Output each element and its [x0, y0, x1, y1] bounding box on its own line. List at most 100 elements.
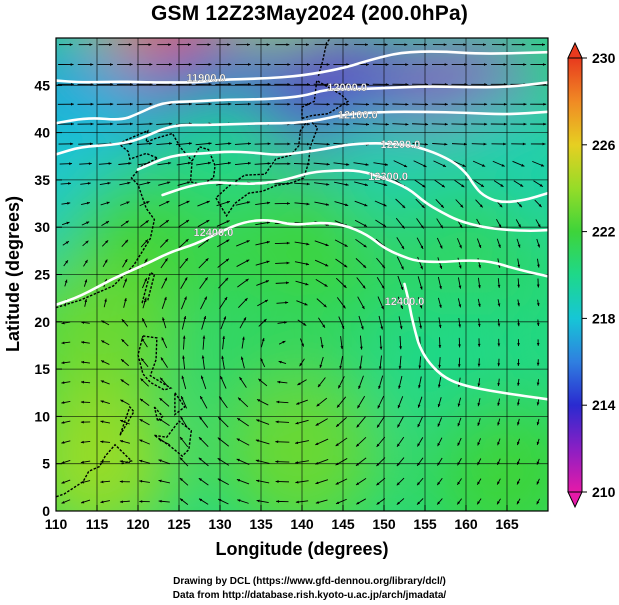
wind-arrow-head	[307, 82, 310, 86]
y-axis-label: Latitude (degrees)	[3, 196, 23, 352]
coastlines	[56, 38, 350, 498]
wind-arrow-head	[203, 315, 207, 320]
wind-arrow-head	[325, 43, 329, 47]
wind-arrow-head	[255, 439, 260, 443]
wind-arrow-head	[517, 461, 520, 465]
wind-arrow-head	[477, 501, 480, 505]
wind-arrow-head	[244, 298, 248, 302]
wind-arrow-head	[287, 102, 291, 106]
wind-arrow-head	[420, 245, 424, 249]
wind-arrow-head	[139, 479, 143, 483]
wind-arrow-head	[100, 440, 104, 444]
height-contour	[403, 282, 548, 401]
wind-arrow-head	[164, 277, 167, 281]
wind-arrow-head	[239, 377, 243, 381]
wind-arrow-head	[129, 63, 133, 66]
coastline	[215, 118, 319, 218]
coastline	[119, 405, 135, 436]
y-tick-label: 10	[34, 408, 50, 424]
wind-arrow-head	[439, 285, 442, 290]
wind-arrow-head	[70, 122, 74, 126]
wind-arrow-head	[121, 319, 125, 323]
wind-arrow-head	[398, 385, 401, 389]
wind-arrow-head	[360, 326, 364, 330]
chart-title: GSM 12Z23May2024 (200.0hPa)	[150, 2, 469, 25]
wind-arrow-head	[437, 481, 441, 486]
wind-arrow-head	[335, 462, 339, 466]
wind-arrow-head	[477, 442, 481, 446]
wind-arrow-head	[275, 420, 279, 424]
wind-arrow-head	[164, 258, 168, 262]
wind-arrow-head	[363, 264, 367, 268]
wind-arrow-head	[425, 122, 429, 126]
wind-arrow-head	[139, 439, 143, 443]
wind-arrow-head	[536, 461, 540, 465]
wind-arrow-head	[441, 184, 445, 188]
wind-arrow-head	[107, 181, 111, 185]
wind-arrow-head	[307, 162, 310, 166]
wind-arrow-head	[536, 501, 540, 505]
wind-arrow-head	[503, 142, 507, 146]
wind-arrow-head	[164, 296, 167, 301]
wind-arrow-head	[295, 421, 299, 425]
wind-arrow-head	[80, 480, 85, 484]
colorbar-top-arrow	[567, 41, 583, 59]
wind-arrow-head	[497, 402, 500, 406]
wind-arrow-head	[336, 501, 340, 504]
wind-arrow-head	[100, 360, 105, 363]
wind-arrow-head	[517, 441, 520, 446]
wind-arrow-head	[61, 401, 65, 404]
wind-arrow-head	[497, 264, 501, 268]
wind-arrow-head	[219, 396, 222, 400]
wind-arrow-head	[346, 102, 350, 106]
wind-arrow-head	[324, 283, 328, 287]
wind-arrow-head	[497, 481, 500, 485]
wind-arrow-head	[61, 361, 65, 365]
wind-arrow-head	[417, 501, 421, 505]
wind-arrow-head	[80, 380, 84, 384]
wind-arrow-head	[243, 317, 246, 321]
wind-arrow-head	[404, 43, 408, 47]
wind-arrow-head	[120, 399, 124, 403]
wind-arrow-head	[218, 417, 222, 421]
wind-arrow-head	[385, 102, 389, 106]
wind-arrow-head	[278, 360, 282, 364]
wind-arrow-head	[287, 162, 291, 166]
wind-arrow-head	[315, 461, 319, 465]
wind-arrow-head	[539, 183, 543, 187]
wind-arrow-head	[208, 63, 212, 66]
wind-arrow-head	[148, 43, 152, 46]
wind-arrow-head	[497, 442, 500, 446]
wind-arrow-head	[417, 482, 420, 486]
wind-arrow-head	[400, 305, 403, 309]
wind-arrow-head	[144, 297, 147, 301]
wind-arrow-head	[89, 142, 93, 146]
y-tick-label: 0	[42, 503, 50, 519]
x-tick-label: 135	[249, 516, 273, 532]
x-tick-label: 155	[413, 516, 437, 532]
wind-arrow-head	[405, 122, 409, 126]
credit-data-source: Data from http://database.rish.kyoto-u.a…	[172, 590, 447, 601]
wind-arrow-head	[100, 380, 104, 383]
wind-arrow-head	[141, 338, 145, 342]
wind-arrow-head	[424, 63, 428, 66]
wind-arrow-head	[70, 102, 74, 106]
wind-arrow-head	[85, 240, 89, 244]
wind-arrow-head	[208, 102, 212, 106]
wind-arrow-head	[376, 482, 380, 486]
wind-arrow-head	[437, 501, 441, 505]
wind-arrow-head	[364, 183, 368, 187]
wind-arrow-head	[181, 396, 184, 400]
wind-arrow-head	[377, 405, 381, 409]
wind-arrow-head	[464, 102, 468, 106]
coastline	[189, 145, 216, 186]
wind-arrow-head	[236, 479, 241, 482]
wind-arrow-head	[110, 82, 114, 86]
contour-label: 12200.0	[381, 139, 421, 151]
coastline	[153, 406, 164, 423]
wind-arrow-head	[385, 63, 389, 66]
wind-arrow-head	[384, 183, 388, 187]
wind-arrow-head	[458, 344, 461, 348]
wind-arrow-head	[149, 142, 153, 146]
wind-arrow-head	[237, 418, 241, 421]
